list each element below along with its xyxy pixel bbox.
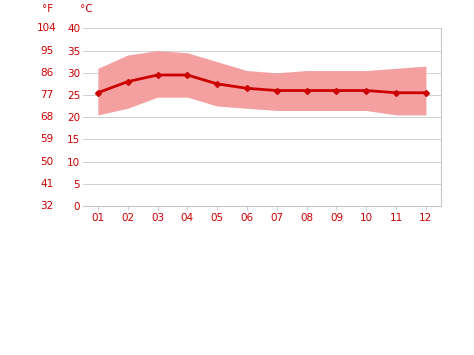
Text: 104: 104 bbox=[37, 23, 57, 33]
Text: 41: 41 bbox=[41, 179, 54, 189]
Text: 59: 59 bbox=[41, 134, 54, 144]
Text: 50: 50 bbox=[41, 157, 54, 166]
Text: 86: 86 bbox=[41, 68, 54, 78]
Text: °F: °F bbox=[42, 4, 53, 14]
Text: 68: 68 bbox=[41, 112, 54, 122]
Text: 77: 77 bbox=[41, 90, 54, 100]
Text: °C: °C bbox=[80, 4, 93, 14]
Text: 32: 32 bbox=[41, 201, 54, 211]
Text: 95: 95 bbox=[41, 45, 54, 56]
